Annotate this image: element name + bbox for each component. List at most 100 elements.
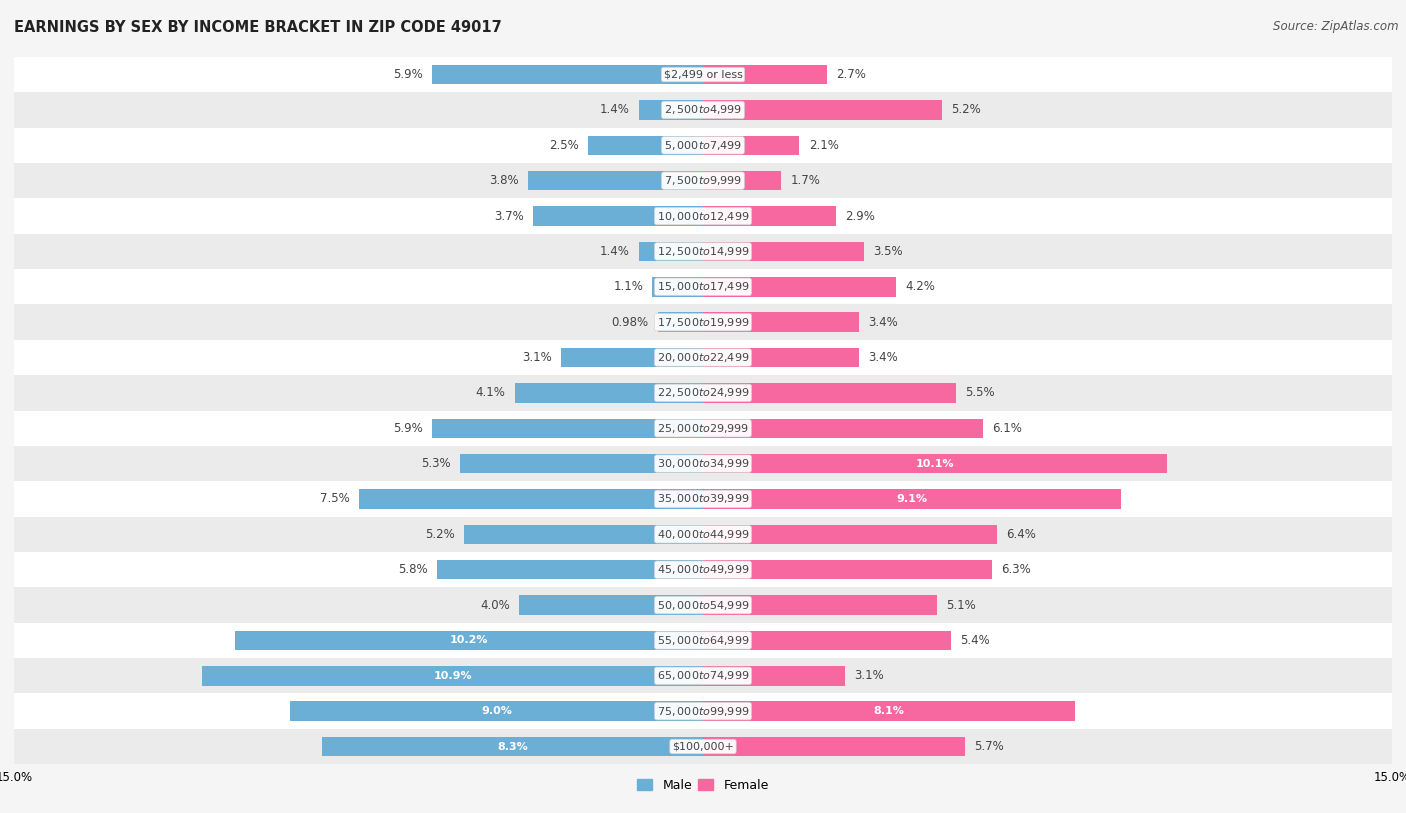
Bar xyxy=(703,136,800,155)
Bar xyxy=(703,454,1167,473)
Text: 6.1%: 6.1% xyxy=(993,422,1022,435)
Bar xyxy=(432,65,703,85)
Bar xyxy=(14,659,1392,693)
Text: $100,000+: $100,000+ xyxy=(672,741,734,751)
Text: 5.5%: 5.5% xyxy=(965,386,994,399)
Text: $30,000 to $34,999: $30,000 to $34,999 xyxy=(657,457,749,470)
Bar xyxy=(703,560,993,580)
Text: 3.8%: 3.8% xyxy=(489,174,519,187)
Bar xyxy=(703,312,859,332)
Text: 5.9%: 5.9% xyxy=(394,422,423,435)
Text: 3.4%: 3.4% xyxy=(869,315,898,328)
Text: 5.2%: 5.2% xyxy=(950,103,981,116)
Text: 10.2%: 10.2% xyxy=(450,636,488,646)
Bar xyxy=(14,340,1392,375)
Text: $65,000 to $74,999: $65,000 to $74,999 xyxy=(657,669,749,682)
Bar xyxy=(703,65,827,85)
Text: $2,500 to $4,999: $2,500 to $4,999 xyxy=(664,103,742,116)
Text: 5.3%: 5.3% xyxy=(420,457,450,470)
Text: 3.7%: 3.7% xyxy=(494,210,524,223)
Text: 8.3%: 8.3% xyxy=(496,741,527,751)
Text: 1.7%: 1.7% xyxy=(790,174,820,187)
Bar xyxy=(464,524,703,544)
Bar xyxy=(235,631,703,650)
Text: $55,000 to $64,999: $55,000 to $64,999 xyxy=(657,634,749,647)
Text: 3.4%: 3.4% xyxy=(869,351,898,364)
Text: 3.1%: 3.1% xyxy=(855,669,884,682)
Bar xyxy=(703,100,942,120)
Text: 5.2%: 5.2% xyxy=(425,528,456,541)
Text: 5.4%: 5.4% xyxy=(960,634,990,647)
Bar xyxy=(14,552,1392,587)
Bar xyxy=(703,419,983,438)
Text: $5,000 to $7,499: $5,000 to $7,499 xyxy=(664,139,742,152)
Text: 8.1%: 8.1% xyxy=(873,706,904,716)
Bar xyxy=(703,241,863,261)
Bar xyxy=(14,729,1392,764)
Text: 6.4%: 6.4% xyxy=(1007,528,1036,541)
Bar xyxy=(519,595,703,615)
Bar xyxy=(359,489,703,509)
Bar xyxy=(202,666,703,685)
Bar xyxy=(437,560,703,580)
Bar xyxy=(14,233,1392,269)
Bar xyxy=(703,171,782,190)
Bar xyxy=(638,241,703,261)
Text: $15,000 to $17,499: $15,000 to $17,499 xyxy=(657,280,749,293)
Bar xyxy=(703,383,956,402)
Text: $17,500 to $19,999: $17,500 to $19,999 xyxy=(657,315,749,328)
Text: 5.9%: 5.9% xyxy=(394,68,423,81)
Text: 10.1%: 10.1% xyxy=(915,459,955,468)
Bar xyxy=(658,312,703,332)
Text: $20,000 to $22,499: $20,000 to $22,499 xyxy=(657,351,749,364)
Bar xyxy=(703,737,965,756)
Bar xyxy=(703,277,896,297)
Text: $22,500 to $24,999: $22,500 to $24,999 xyxy=(657,386,749,399)
Bar xyxy=(515,383,703,402)
Bar xyxy=(14,92,1392,128)
Text: 4.2%: 4.2% xyxy=(905,280,935,293)
Bar xyxy=(14,269,1392,304)
Text: 1.1%: 1.1% xyxy=(613,280,644,293)
Text: $40,000 to $44,999: $40,000 to $44,999 xyxy=(657,528,749,541)
Text: 2.5%: 2.5% xyxy=(550,139,579,152)
Text: $35,000 to $39,999: $35,000 to $39,999 xyxy=(657,493,749,506)
Text: 3.5%: 3.5% xyxy=(873,245,903,258)
Text: $12,500 to $14,999: $12,500 to $14,999 xyxy=(657,245,749,258)
Text: $2,499 or less: $2,499 or less xyxy=(664,70,742,80)
Text: 4.1%: 4.1% xyxy=(475,386,506,399)
Text: 9.0%: 9.0% xyxy=(481,706,512,716)
Bar xyxy=(14,376,1392,411)
Text: $45,000 to $49,999: $45,000 to $49,999 xyxy=(657,563,749,576)
Text: 7.5%: 7.5% xyxy=(319,493,349,506)
Bar xyxy=(14,198,1392,234)
Text: 5.8%: 5.8% xyxy=(398,563,427,576)
Bar xyxy=(703,524,997,544)
Text: Source: ZipAtlas.com: Source: ZipAtlas.com xyxy=(1274,20,1399,33)
Bar xyxy=(652,277,703,297)
Text: 5.7%: 5.7% xyxy=(974,740,1004,753)
Text: $10,000 to $12,499: $10,000 to $12,499 xyxy=(657,210,749,223)
Bar xyxy=(14,446,1392,481)
Bar xyxy=(14,481,1392,517)
Bar xyxy=(14,623,1392,659)
Legend: Male, Female: Male, Female xyxy=(633,774,773,797)
Bar xyxy=(322,737,703,756)
Bar xyxy=(14,587,1392,623)
Text: $75,000 to $99,999: $75,000 to $99,999 xyxy=(657,705,749,718)
Bar xyxy=(561,348,703,367)
Text: 5.1%: 5.1% xyxy=(946,598,976,611)
Text: 1.4%: 1.4% xyxy=(599,103,630,116)
Bar xyxy=(703,631,950,650)
Text: 6.3%: 6.3% xyxy=(1001,563,1031,576)
Bar xyxy=(529,171,703,190)
Bar xyxy=(703,666,845,685)
Bar xyxy=(638,100,703,120)
Text: 0.98%: 0.98% xyxy=(612,315,648,328)
Text: 2.7%: 2.7% xyxy=(837,68,866,81)
Bar xyxy=(533,207,703,226)
Bar xyxy=(703,207,837,226)
Text: 10.9%: 10.9% xyxy=(433,671,472,680)
Text: $50,000 to $54,999: $50,000 to $54,999 xyxy=(657,598,749,611)
Bar xyxy=(290,702,703,721)
